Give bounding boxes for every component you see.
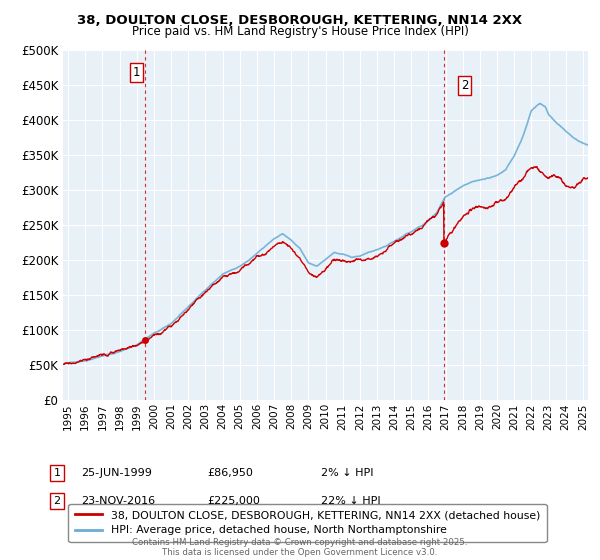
Text: 23-NOV-2016: 23-NOV-2016 [81,496,155,506]
Text: 1: 1 [133,66,140,80]
Text: Price paid vs. HM Land Registry's House Price Index (HPI): Price paid vs. HM Land Registry's House … [131,25,469,38]
Legend: 38, DOULTON CLOSE, DESBOROUGH, KETTERING, NN14 2XX (detached house), HPI: Averag: 38, DOULTON CLOSE, DESBOROUGH, KETTERING… [68,503,547,542]
Text: 38, DOULTON CLOSE, DESBOROUGH, KETTERING, NN14 2XX: 38, DOULTON CLOSE, DESBOROUGH, KETTERING… [77,14,523,27]
Text: 2: 2 [461,79,468,92]
Text: 2% ↓ HPI: 2% ↓ HPI [321,468,373,478]
Text: £225,000: £225,000 [207,496,260,506]
Text: 25-JUN-1999: 25-JUN-1999 [81,468,152,478]
Text: £86,950: £86,950 [207,468,253,478]
Text: Contains HM Land Registry data © Crown copyright and database right 2025.
This d: Contains HM Land Registry data © Crown c… [132,538,468,557]
Text: 22% ↓ HPI: 22% ↓ HPI [321,496,380,506]
Text: 1: 1 [53,468,61,478]
Text: 2: 2 [53,496,61,506]
